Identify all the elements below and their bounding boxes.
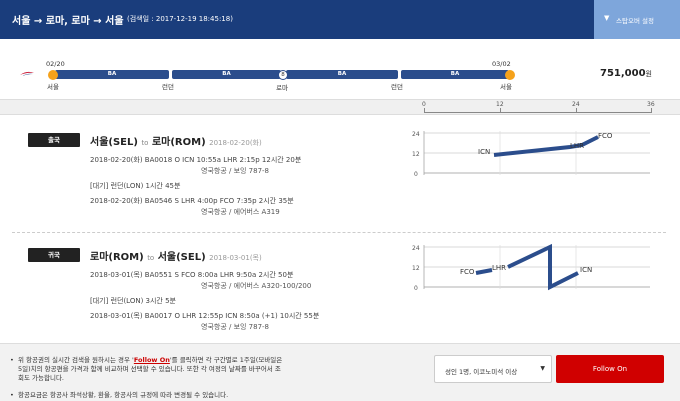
- y-tick-label: 12: [412, 265, 420, 272]
- fare-notice: • 항공요금은 항공사 좌석상황, 환율, 항공사의 규정에 따라 변경될 수 …: [10, 391, 418, 400]
- aircraft-line: 영국항공 / 보잉 787-8: [201, 323, 270, 331]
- bullet-icon: •: [10, 356, 14, 364]
- scale-label: 0: [422, 101, 426, 108]
- flight-path: [475, 268, 493, 275]
- segment-label: BA: [107, 71, 117, 77]
- inbound-timeline-chart: 24 12 0 FCO LHR ICN: [412, 243, 650, 291]
- scale-label: 36: [647, 101, 655, 108]
- inbound-route: 로마(ROM) to 서울(SEL) 2018-03-01(목): [90, 248, 262, 263]
- city-label: 런던: [391, 83, 403, 91]
- segment-label: BA: [337, 71, 347, 77]
- flight-path: [507, 243, 579, 291]
- inbound-badge: 귀국: [28, 248, 80, 262]
- city-label: 서울: [500, 83, 512, 91]
- y-tick-label: 24: [412, 131, 420, 138]
- airport-label: ICN: [580, 266, 592, 274]
- flight-line: 2018-02-20(화) BA0546 S LHR 4:00p FCO 7:3…: [90, 197, 294, 205]
- note-text: 회도 가능합니다.: [18, 374, 64, 382]
- currency-label: 원: [645, 70, 652, 78]
- return-marker: [505, 69, 515, 80]
- scale-label: 12: [496, 101, 504, 108]
- follow-on-link[interactable]: Follow On: [133, 356, 170, 364]
- aircraft-line: 영국항공 / 에어버스 A319: [201, 208, 280, 216]
- note-text: 5일)치의 항공편을 가격과 함께 비교하며 선택할 수 있습니다. 또한 각 …: [18, 365, 281, 373]
- page-title: 서울 → 로마, 로마 → 서울: [12, 16, 124, 27]
- scale-tick: [651, 108, 652, 113]
- scale-tick: [424, 108, 425, 113]
- flight-line: 2018-03-01(목) BA0017 O LHR 12:55p ICN 8:…: [90, 312, 320, 320]
- follow-on-button[interactable]: Follow On: [556, 355, 664, 383]
- airport-label: LHR: [492, 264, 506, 272]
- caret-down-icon: ▼: [540, 365, 545, 372]
- segment-bar[interactable]: BA: [401, 70, 509, 79]
- route-to: to: [147, 254, 155, 262]
- airline-logo-icon: [20, 71, 34, 76]
- segment-bar[interactable]: BA: [286, 70, 398, 79]
- select-value: 성인 1명, 이코노미석 이상: [445, 368, 518, 376]
- y-tick-label: 0: [414, 171, 418, 177]
- flight-line: 2018-03-01(목) BA0551 S FCO 8:00a LHR 9:5…: [90, 271, 294, 279]
- flight-path: [493, 135, 599, 157]
- total-price: 751,000원: [600, 68, 652, 79]
- origin-marker: [48, 69, 58, 80]
- segment-bar[interactable]: BA: [172, 70, 281, 79]
- stopover-settings-button[interactable]: ▼ 스탑오버 설정: [594, 0, 680, 39]
- city-label: 서울: [47, 83, 59, 91]
- bullet-icon: •: [10, 391, 14, 399]
- route-origin: 로마(ROM): [90, 252, 144, 263]
- outbound-timeline-chart: 24 12 0 ICN LHR FCO: [412, 131, 650, 177]
- segment-bar[interactable]: BA: [55, 70, 169, 79]
- stay-nights-marker: 8: [278, 69, 288, 80]
- search-date: (검색일 : 2017-12-19 18:45:18): [127, 15, 233, 23]
- route-to: to: [141, 139, 149, 147]
- segment-label: BA: [222, 71, 231, 77]
- aircraft-line: 영국항공 / 에어버스 A320-100/200: [201, 282, 312, 290]
- scale-tick: [576, 108, 577, 113]
- note-text: 위 항공권의 실시간 검색을 원하시는 경우 ': [18, 356, 134, 364]
- note-text: 항공요금은 항공사 좌석상황, 환율, 항공사의 규정에 따라 변경될 수 있습…: [18, 391, 229, 399]
- flight-line: 2018-02-20(화) BA0018 O ICN 10:55a LHR 2:…: [90, 156, 302, 164]
- route-date: 2018-02-20(화): [209, 139, 262, 147]
- y-tick-label: 12: [412, 151, 420, 158]
- airport-label: FCO: [598, 132, 613, 140]
- city-label: 런던: [162, 83, 174, 91]
- scale-label: 24: [572, 101, 580, 108]
- route-destination: 로마(ROM): [151, 137, 206, 148]
- route-date: 2018-03-01(목): [209, 254, 262, 262]
- route-origin: 서울(SEL): [90, 137, 138, 148]
- time-scale-axis: [424, 112, 652, 113]
- realtime-search-note: • 위 항공권의 실시간 검색을 원하시는 경우 'Follow On'를 클릭…: [10, 356, 418, 383]
- section-divider: [12, 232, 666, 233]
- city-label: 로마: [276, 84, 288, 92]
- airport-label: ICN: [478, 148, 490, 156]
- passenger-class-select[interactable]: 성인 1명, 이코노미석 이상 ▼: [434, 355, 552, 383]
- note-text: '를 클릭하면 각 구간별로 1주일(모바일은: [169, 356, 283, 364]
- price-value: 751,000: [600, 68, 646, 79]
- route-destination: 서울(SEL): [157, 252, 206, 263]
- time-scale: [0, 99, 680, 115]
- airport-label: FCO: [460, 268, 475, 276]
- airport-label: LHR: [570, 142, 584, 150]
- aircraft-line: 영국항공 / 보잉 787-8: [201, 167, 270, 175]
- start-date: 02/20: [46, 60, 65, 68]
- outbound-badge: 출국: [28, 133, 80, 147]
- chevron-down-icon: ▼: [604, 14, 610, 22]
- segment-label: BA: [450, 71, 460, 77]
- scale-tick: [500, 108, 501, 113]
- y-tick-label: 24: [412, 245, 420, 252]
- stopover-label: 스탑오버 설정: [616, 17, 654, 25]
- layover-line: [대기] 런던(LON) 3시간 5분: [90, 297, 176, 305]
- header-bar: 서울 → 로마, 로마 → 서울 (검색일 : 2017-12-19 18:45…: [0, 0, 680, 39]
- y-tick-label: 0: [414, 285, 418, 291]
- layover-line: [대기] 런던(LON) 1시간 45분: [90, 182, 181, 190]
- outbound-route: 서울(SEL) to 로마(ROM) 2018-02-20(화): [90, 133, 262, 148]
- end-date: 03/02: [492, 60, 511, 68]
